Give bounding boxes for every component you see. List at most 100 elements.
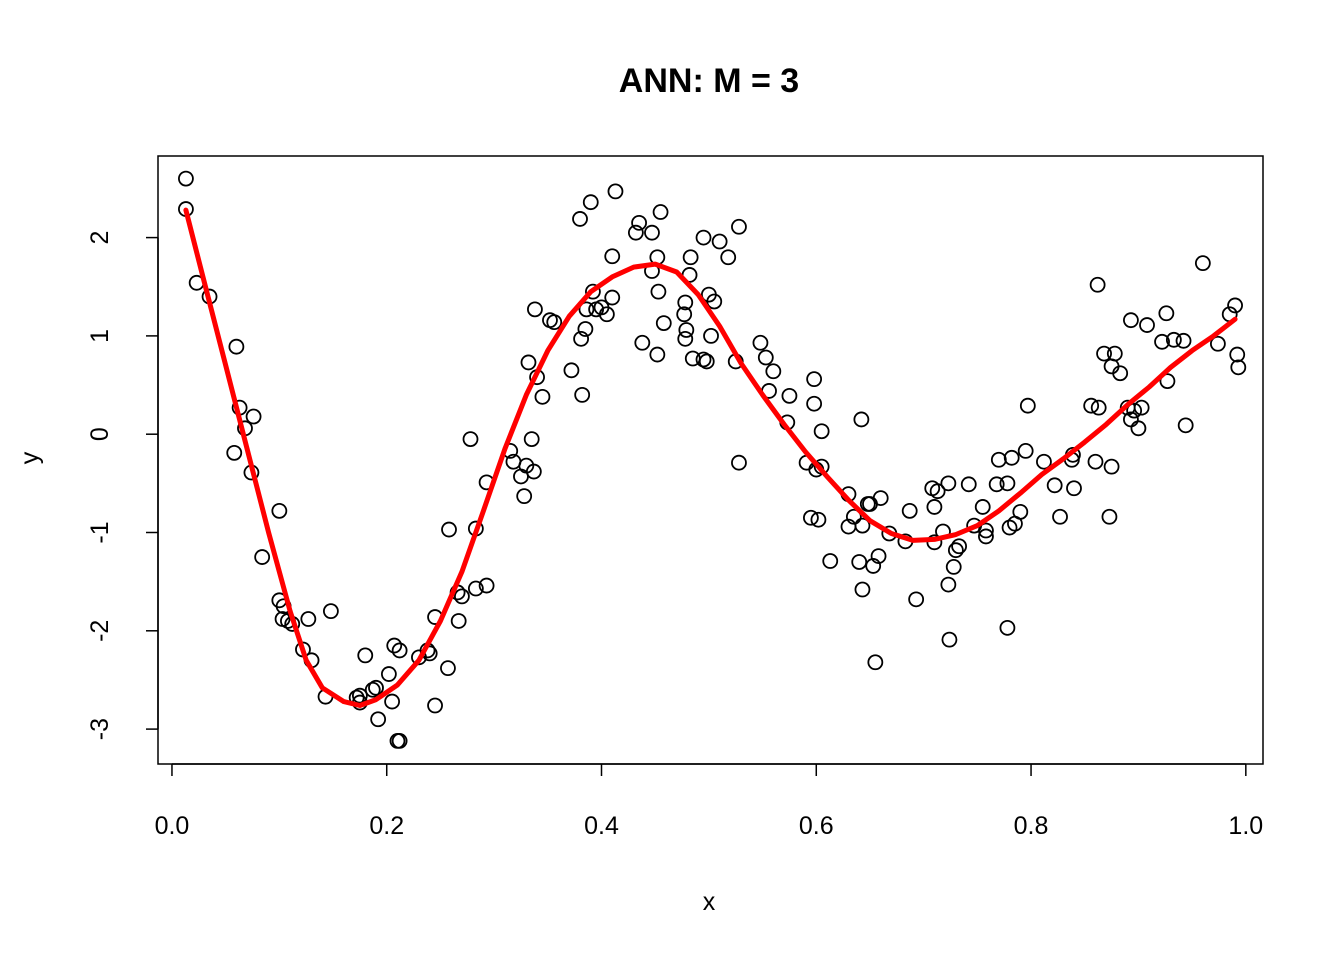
data-point [757, 349, 774, 366]
data-point [677, 330, 694, 347]
data-point [1106, 345, 1123, 362]
data-point [380, 666, 397, 682]
fit-curve-group [183, 207, 1238, 708]
data-point [1046, 477, 1063, 494]
data-point [695, 229, 712, 246]
data-point [254, 549, 271, 565]
data-point [523, 431, 540, 448]
data-point [644, 224, 660, 241]
fit-curve-line [183, 207, 1238, 708]
data-point [578, 301, 595, 318]
data-point [357, 647, 374, 664]
data-point [806, 395, 823, 412]
data-point [649, 346, 666, 363]
y-axis: -3 -2 -1 0 1 2 [86, 231, 159, 740]
data-point [607, 183, 624, 200]
data-point [1012, 503, 1029, 520]
data-point [810, 511, 827, 528]
data-point [929, 483, 946, 500]
data-point [695, 351, 712, 368]
data-point [854, 581, 871, 598]
data-point [853, 411, 870, 428]
data-point [854, 517, 871, 534]
data-point [947, 542, 964, 559]
data-point [585, 283, 601, 300]
data-point [908, 591, 925, 608]
data-point [546, 314, 563, 331]
data-point [391, 732, 408, 749]
data-point [1083, 397, 1100, 414]
data-point [527, 301, 543, 318]
x-tick-label: 0.8 [1014, 812, 1049, 840]
data-point [634, 334, 651, 351]
data-point [1158, 305, 1175, 322]
data-point [682, 249, 699, 266]
x-tick-label: 0.4 [584, 812, 619, 840]
chart-title: ANN: M = 3 [619, 62, 799, 100]
data-point [462, 431, 479, 448]
data-point [454, 588, 470, 605]
data-point [652, 204, 669, 220]
data-point [999, 619, 1016, 636]
y-tick-label: -1 [86, 521, 114, 543]
data-point [1227, 297, 1243, 314]
data-point [978, 522, 994, 539]
data-point [391, 642, 408, 659]
data-point [781, 387, 798, 404]
data-point [752, 334, 769, 351]
data-point [978, 528, 994, 545]
data-point [698, 353, 715, 370]
data-point [872, 490, 889, 506]
scatter-points [178, 170, 1247, 749]
data-point [1101, 508, 1118, 525]
y-tick-label: 1 [86, 329, 114, 343]
data-point [706, 293, 723, 310]
data-point [990, 451, 1007, 468]
data-point [960, 476, 977, 493]
data-point [731, 454, 747, 471]
y-tick-label: -2 [86, 620, 114, 642]
data-point [1103, 458, 1120, 475]
data-point [851, 554, 868, 570]
data-point [370, 711, 387, 728]
data-point [226, 444, 243, 461]
data-point [513, 468, 529, 485]
data-point [1036, 453, 1052, 470]
plot-frame [157, 155, 1264, 765]
data-point [845, 508, 862, 525]
data-point [803, 509, 819, 526]
data-point [940, 475, 957, 492]
data-point [604, 289, 621, 306]
data-point [322, 603, 339, 620]
x-tick-label: 0.2 [369, 812, 404, 840]
x-tick-label: 1.0 [1228, 812, 1263, 840]
data-point [1229, 346, 1246, 363]
data-point [516, 488, 533, 505]
data-point [631, 214, 647, 231]
data-point [988, 476, 1005, 493]
data-point [676, 306, 693, 323]
data-point [604, 248, 621, 265]
data-point [1194, 255, 1211, 272]
data-point [806, 371, 823, 388]
data-point [1165, 331, 1182, 348]
y-tick-label: 0 [86, 427, 114, 441]
data-point [1089, 276, 1106, 293]
data-point [655, 315, 672, 332]
data-point [678, 322, 695, 338]
data-point [1003, 449, 1020, 466]
data-point [351, 687, 368, 704]
data-point [822, 553, 839, 569]
data-point [534, 388, 551, 405]
data-point [677, 294, 694, 311]
data-point [945, 559, 962, 575]
data-point [368, 679, 384, 696]
data-point [577, 321, 594, 337]
data-point [1123, 312, 1139, 329]
data-point [467, 580, 484, 597]
data-point [901, 502, 918, 519]
data-point [731, 218, 747, 235]
data-point [178, 170, 194, 187]
data-point [711, 233, 728, 250]
data-point [1154, 333, 1170, 350]
